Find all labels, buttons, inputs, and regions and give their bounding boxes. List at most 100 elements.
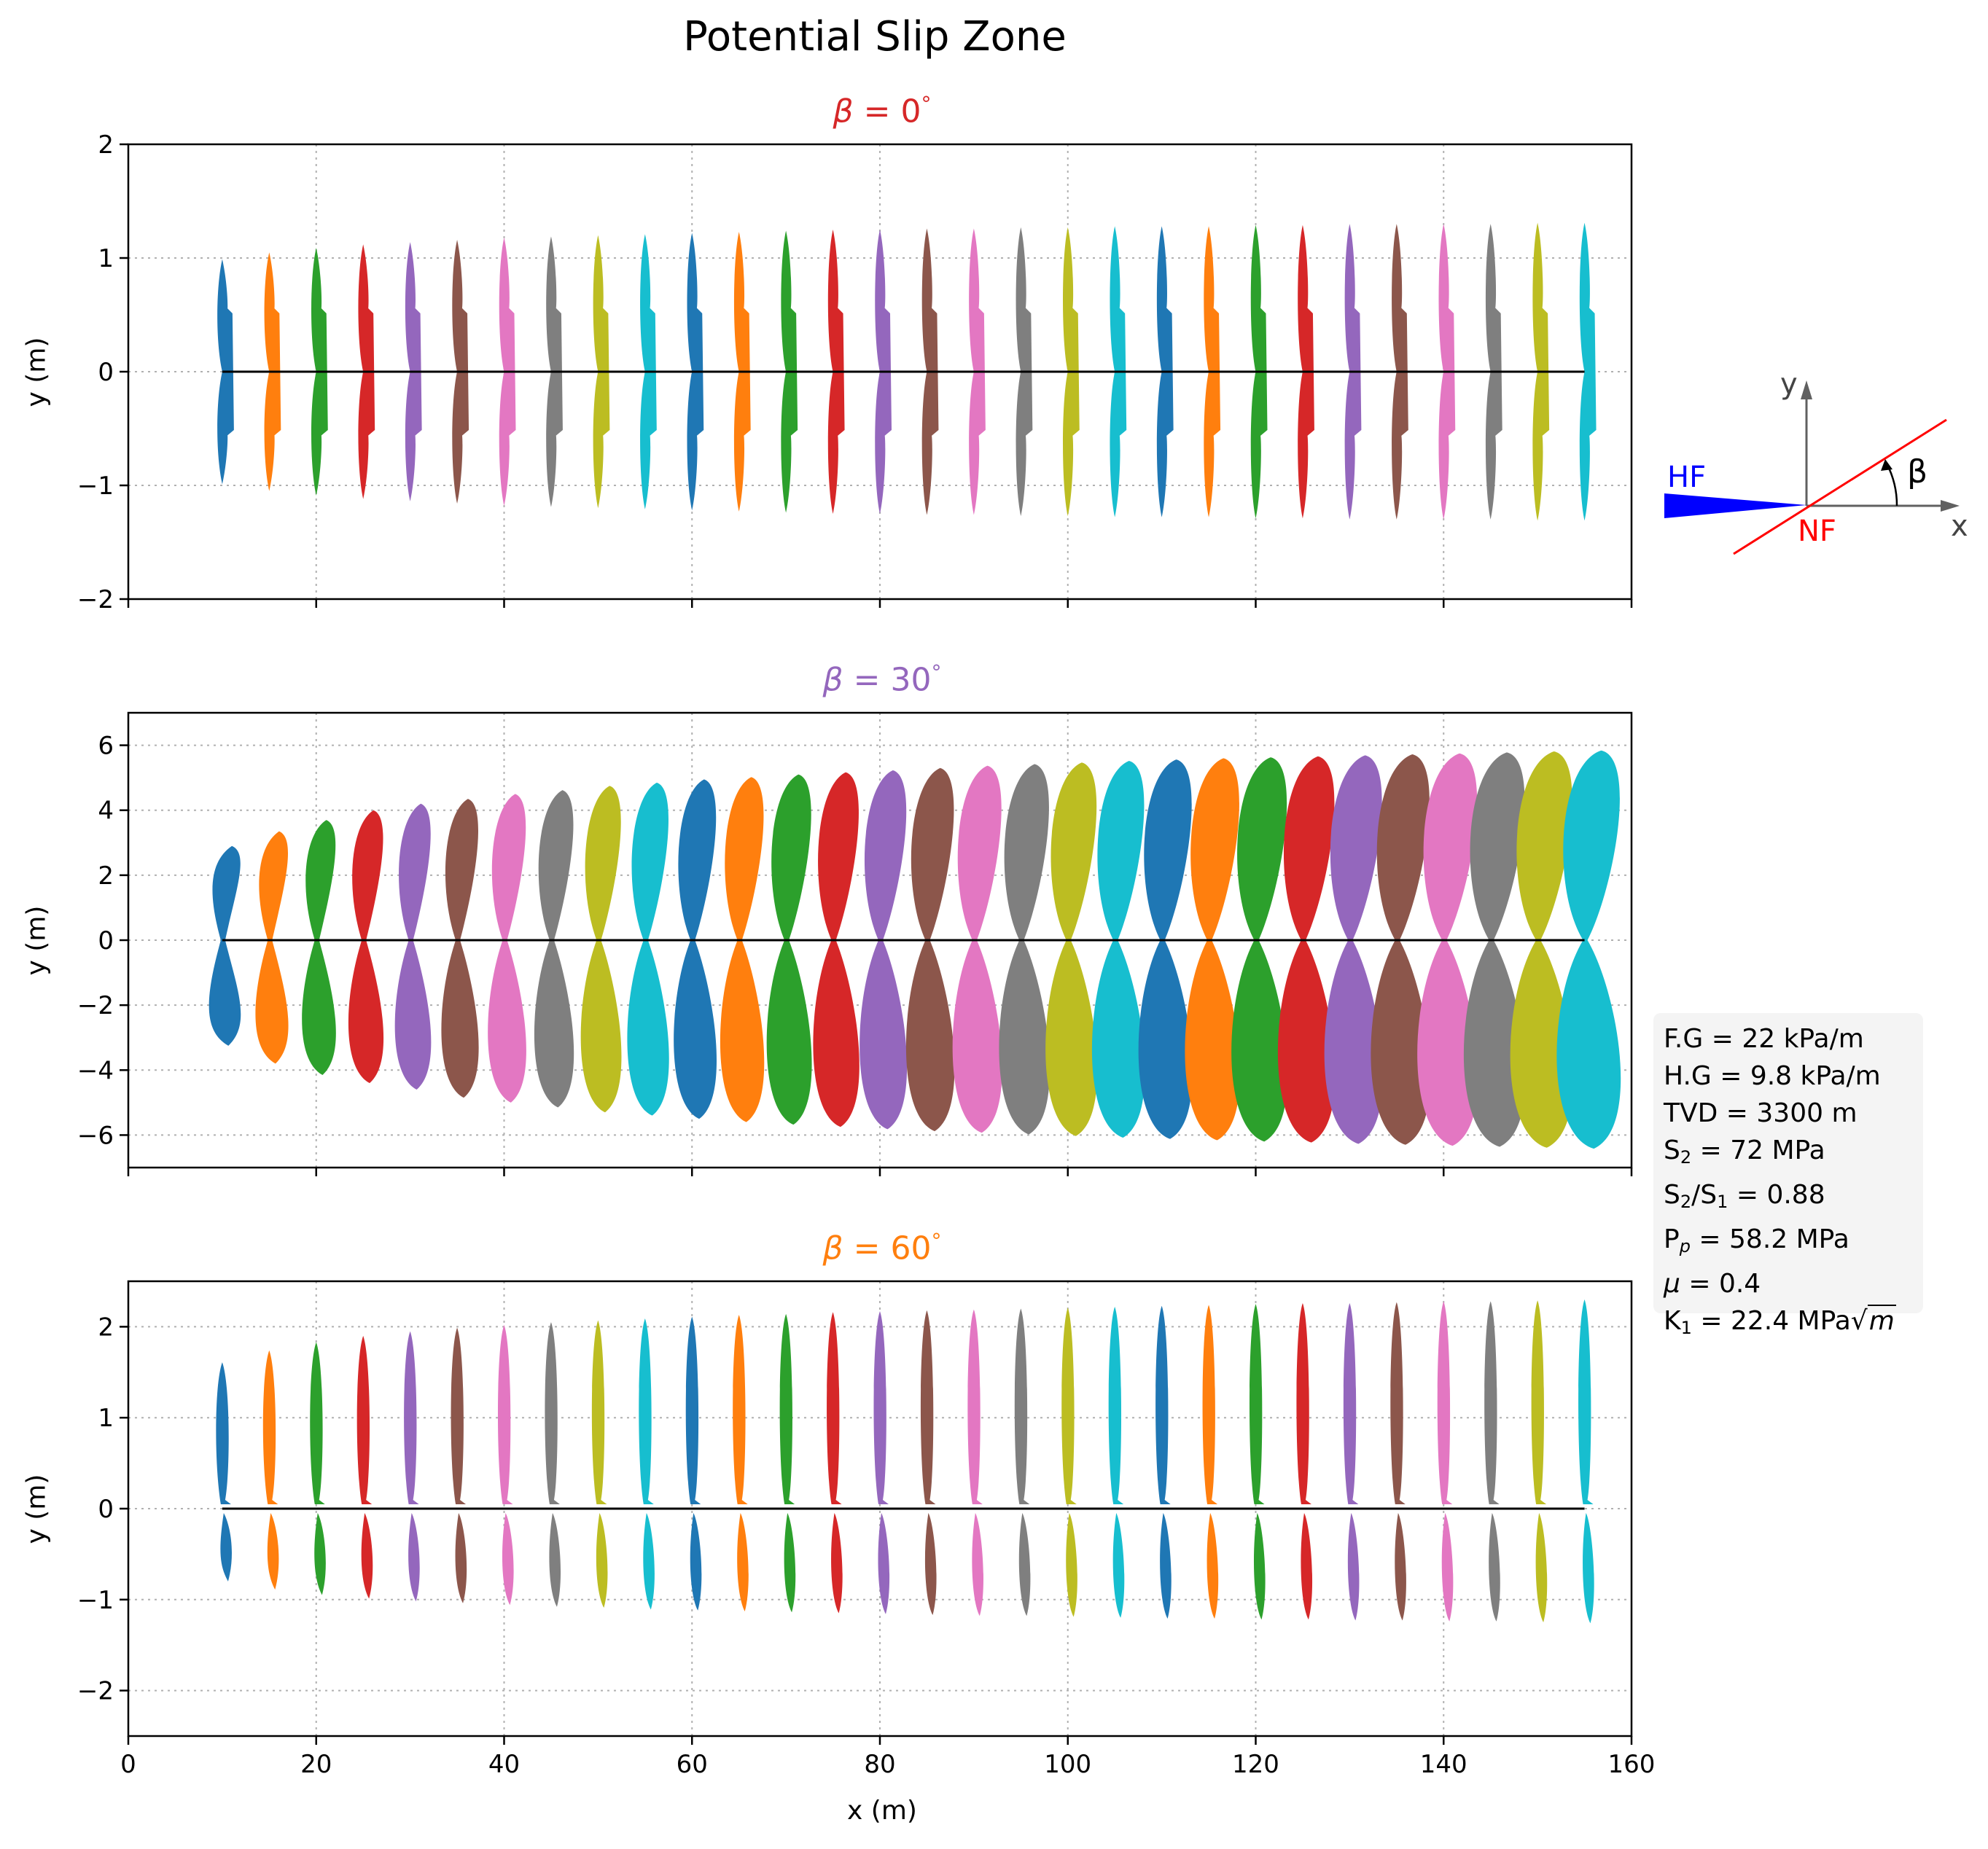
panel-title-symbol: β: [822, 661, 843, 699]
beta-label: β: [1907, 453, 1927, 490]
slip-zone: [1531, 1300, 1548, 1622]
slip-zone: [1108, 1306, 1125, 1618]
x-tick-label: 120: [1232, 1750, 1279, 1779]
slip-zone: [302, 820, 336, 1075]
param-fg: F.G = 22 kPa/m: [1664, 1024, 1864, 1054]
slip-zone: [497, 1324, 514, 1606]
x-tick-label: 100: [1044, 1750, 1091, 1779]
slip-zone: [1185, 758, 1241, 1141]
param-k1: K1 = 22.4 MPa√m: [1664, 1302, 1913, 1347]
parameters-box: F.G = 22 kPa/m H.G = 9.8 kPa/m TVD = 330…: [1653, 1013, 1923, 1338]
hf-label: HF: [1667, 461, 1706, 494]
sqrt-symbol: √m: [1850, 1305, 1896, 1336]
y-axis-label-panel-3: y (m): [21, 1474, 52, 1544]
y-tick-label: 0: [98, 358, 114, 387]
slip-zone: [1579, 222, 1597, 521]
slip-zone: [859, 770, 908, 1130]
y-tick-label: 2: [98, 861, 114, 891]
y-tick-label: 2: [98, 1313, 114, 1342]
param-s2-s1: S2/S1 = 0.88: [1664, 1180, 1825, 1212]
x-tick-label: 20: [300, 1750, 332, 1779]
slip-zone: [827, 1312, 843, 1614]
slip-zone: [766, 774, 812, 1125]
panel-title-beta-30: β = 30°: [729, 660, 1035, 699]
y-tick-label: −2: [77, 991, 114, 1020]
schematic-y-label: y: [1780, 367, 1798, 401]
slip-zone: [1578, 1299, 1594, 1624]
slip-zone: [534, 790, 574, 1108]
slip-zone: [441, 799, 479, 1098]
slip-zone: [1556, 750, 1621, 1149]
slip-zone: [720, 777, 765, 1122]
slip-zone: [952, 765, 1002, 1133]
y-tick-label: 4: [98, 797, 114, 826]
slip-zone: [1061, 1307, 1077, 1617]
schematic-y-arrow-icon: [1801, 380, 1812, 399]
y-tick-label: −1: [77, 472, 114, 501]
panel-title-beta-60: β = 60°: [729, 1229, 1035, 1267]
slip-zone: [1437, 1301, 1454, 1622]
schematic-x-arrow-icon: [1941, 500, 1960, 512]
slip-zone: [639, 1318, 655, 1610]
slip-zone: [733, 1315, 749, 1612]
y-tick-label: 0: [98, 1495, 114, 1524]
slip-zone: [208, 845, 241, 1046]
slip-zone: [920, 1310, 937, 1616]
slip-zone: [262, 1350, 279, 1590]
y-tick-label: −2: [77, 585, 114, 614]
panel-title-unit: °: [931, 1229, 942, 1253]
slip-zone: [685, 1316, 702, 1611]
slip-zone: [1417, 753, 1478, 1146]
y-tick-label: 1: [98, 1404, 114, 1433]
slip-zone: [674, 779, 717, 1119]
y-tick-label: 6: [98, 732, 114, 761]
nf-label: NF: [1798, 515, 1836, 548]
param-pp: Pp = 58.2 MPa: [1664, 1224, 1849, 1256]
param-hg: H.G = 9.8 kPa/m: [1664, 1061, 1881, 1091]
schematic-x-label: x: [1951, 509, 1968, 543]
slip-zone: [967, 1309, 983, 1617]
panel-title-value: = 60: [853, 1230, 932, 1267]
slip-zone: [451, 1327, 467, 1603]
x-tick-label: 140: [1420, 1750, 1467, 1779]
panel-title-value: = 30: [853, 661, 932, 699]
slip-zone: [404, 1331, 420, 1602]
y-tick-label: −2: [77, 1677, 114, 1706]
slip-zone: [779, 1313, 796, 1613]
y-axis-label-panel-2: y (m): [21, 905, 52, 976]
slip-zone: [394, 803, 432, 1090]
slip-zone: [627, 782, 669, 1116]
slip-zone: [1138, 759, 1193, 1139]
figure-title: Potential Slip Zone: [683, 13, 1067, 60]
panel-title-unit: °: [921, 92, 932, 116]
slip-zone: [873, 1311, 890, 1614]
panel-title-beta-0: β = 0°: [729, 92, 1035, 130]
x-tick-label: 160: [1608, 1750, 1656, 1779]
slip-zone: [216, 1362, 232, 1582]
y-tick-label: −4: [77, 1056, 114, 1085]
slip-zone: [905, 767, 955, 1132]
slip-zone: [255, 831, 289, 1064]
slip-zone: [1277, 756, 1336, 1143]
slip-zone: [488, 794, 526, 1103]
slip-zone: [545, 1322, 561, 1607]
natural-fracture-line: [1733, 418, 1947, 555]
x-tick-label: 60: [677, 1750, 708, 1779]
slip-zone: [356, 1335, 373, 1599]
slip-zone: [1390, 1302, 1406, 1621]
panel-title-value: = 0: [863, 93, 921, 130]
param-mu: μ = 0.4: [1664, 1269, 1761, 1299]
slip-zone: [1463, 752, 1526, 1147]
panel-title-symbol: β: [822, 1230, 843, 1267]
slip-zone: [813, 772, 859, 1127]
y-tick-label: 0: [98, 926, 114, 955]
slip-zone: [580, 786, 622, 1113]
x-tick-label: 40: [488, 1750, 520, 1779]
slip-zone: [348, 810, 384, 1084]
param-tvd: TVD = 3300 m: [1664, 1098, 1858, 1128]
slip-zone: [310, 1342, 326, 1595]
slip-zone: [1202, 1305, 1219, 1619]
panel-title-symbol: β: [833, 93, 854, 130]
